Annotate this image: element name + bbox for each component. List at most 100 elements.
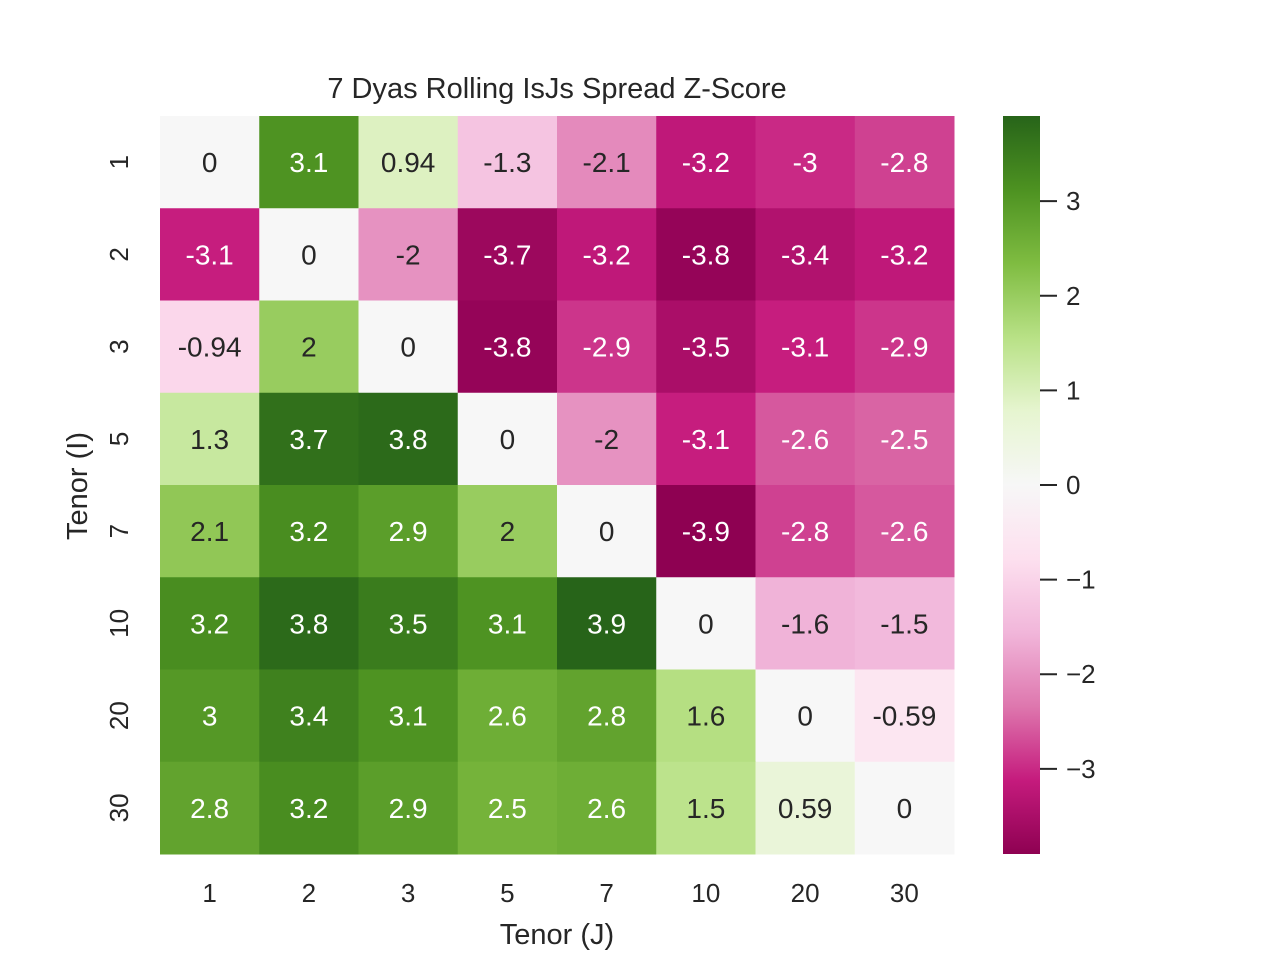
heatmap-cell	[457, 669, 558, 763]
cell-value-label: 3	[202, 701, 218, 732]
cell-value-label: 0	[400, 332, 416, 363]
x-axis-ticks: 1 2 3 5 7 10 20 30	[202, 878, 918, 908]
heatmap-cell	[557, 392, 657, 486]
cell-value-label: -3.5	[682, 332, 730, 363]
cell-value-label: -3.2	[880, 239, 928, 270]
heatmap-cell	[259, 761, 359, 855]
heatmap-cell	[755, 392, 856, 486]
heatmap-cell	[358, 300, 459, 394]
heatmap-cell	[854, 669, 955, 763]
y-tick-label: 20	[104, 701, 134, 730]
cell-value-label: -3.2	[682, 147, 730, 178]
cell-value-label: -2.8	[781, 516, 829, 547]
cell-value-label: 2.1	[190, 516, 229, 547]
heatmap-cell	[457, 116, 558, 209]
heatmap-cell	[358, 392, 459, 486]
colorbar-tick-label: −3	[1066, 754, 1096, 784]
heatmap-cell	[755, 669, 856, 763]
x-tick-label: 5	[500, 878, 514, 908]
cell-value-label: -2.6	[880, 516, 928, 547]
x-tick-label: 1	[202, 878, 216, 908]
heatmap-cell	[656, 761, 756, 855]
cell-value-label: -3.8	[682, 239, 730, 270]
cell-value-label: 2.9	[389, 793, 428, 824]
heatmap-cell	[656, 208, 756, 301]
colorbar-tick-label: −1	[1066, 565, 1096, 595]
heatmap-cell	[755, 208, 856, 301]
heatmap-cell	[358, 577, 459, 670]
heatmap-cell	[160, 300, 260, 394]
cell-value-label: 3.8	[389, 424, 428, 455]
heatmap-cell	[358, 116, 459, 209]
cell-value-label: 3.2	[289, 516, 328, 547]
heatmap-cell	[259, 485, 359, 578]
cell-value-label: 2.6	[488, 701, 527, 732]
cell-value-label: -3.1	[781, 332, 829, 363]
heatmap-cell	[259, 669, 359, 763]
heatmap-cell	[557, 485, 657, 578]
y-tick-label: 10	[104, 609, 134, 638]
cell-value-label: 1.6	[686, 701, 725, 732]
cell-value-label: 3.2	[190, 608, 229, 639]
heatmap-cell	[457, 485, 558, 578]
cell-value-label: -2.8	[880, 147, 928, 178]
x-tick-label: 2	[302, 878, 316, 908]
x-tick-label: 10	[691, 878, 720, 908]
cell-value-label: -3.4	[781, 239, 829, 270]
x-tick-label: 20	[791, 878, 820, 908]
cell-value-label: 2	[301, 332, 317, 363]
cell-value-label: -2	[396, 239, 421, 270]
heatmap-cell	[557, 577, 657, 670]
heatmap-cell	[557, 300, 657, 394]
cell-value-label: -2	[594, 424, 619, 455]
heatmap-cell	[358, 208, 459, 301]
heatmap-cell	[854, 300, 955, 394]
heatmap-cell	[755, 116, 856, 209]
cell-value-label: -1.6	[781, 608, 829, 639]
y-tick-label: 3	[104, 339, 134, 353]
cell-value-label: -2.6	[781, 424, 829, 455]
heatmap-cell	[160, 392, 260, 486]
cell-value-label: 3.1	[389, 701, 428, 732]
cell-value-label: -3	[793, 147, 818, 178]
heatmap-cell	[854, 761, 955, 855]
cell-value-label: -3.1	[682, 424, 730, 455]
heatmap-cell	[358, 761, 459, 855]
heatmap-cell	[854, 208, 955, 301]
colorbar-tick-label: 3	[1066, 186, 1080, 216]
cell-value-label: 3.8	[289, 608, 328, 639]
cell-value-label: -3.7	[483, 239, 531, 270]
cell-value-label: 0	[202, 147, 218, 178]
heatmap-cell	[160, 485, 260, 578]
cell-value-label: 2.9	[389, 516, 428, 547]
x-tick-label: 3	[401, 878, 415, 908]
heatmap-cell	[259, 116, 359, 209]
x-tick-label: 30	[890, 878, 919, 908]
cell-value-label: 3.4	[289, 701, 328, 732]
heatmap-cell	[656, 577, 756, 670]
heatmap-cell	[755, 577, 856, 670]
heatmap-cell	[457, 392, 558, 486]
cell-value-label: -2.5	[880, 424, 928, 455]
cell-value-label: 3.2	[289, 793, 328, 824]
y-tick-label: 7	[104, 524, 134, 538]
heatmap-cell	[358, 669, 459, 763]
cell-value-label: 1.3	[190, 424, 229, 455]
cell-value-label: 0	[897, 793, 913, 824]
cell-value-label: -3.2	[583, 239, 631, 270]
heatmap-cell	[854, 392, 955, 486]
heatmap-cell	[755, 300, 856, 394]
heatmap-cell	[557, 761, 657, 855]
cell-value-label: 0	[797, 701, 813, 732]
heatmap-cell	[457, 577, 558, 670]
heatmap-cell	[557, 116, 657, 209]
colorbar-tick-label: 0	[1066, 470, 1080, 500]
heatmap-cells: 0 3.1 0.94 -1.3 -2.1 -3.2 -3 -2.8 -3.1 0 -2 -3.7 -3.…	[160, 116, 955, 855]
cell-value-label: 2.6	[587, 793, 626, 824]
cell-value-label: 3.5	[389, 608, 428, 639]
heatmap-cell	[457, 761, 558, 855]
cell-value-label: 3.9	[587, 608, 626, 639]
colorbar-tick-label: −2	[1066, 659, 1096, 689]
heatmap-cell	[160, 761, 260, 855]
